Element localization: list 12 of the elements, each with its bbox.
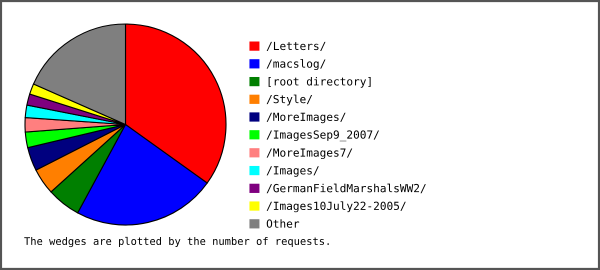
legend-label: /MoreImages/: [266, 112, 346, 124]
legend-label: /Letters/: [266, 42, 326, 51]
legend-label: [root directory]: [268, 76, 371, 88]
legend-label: /Images10July22-2005/: [266, 201, 406, 212]
legend-label: /Style/: [266, 94, 312, 106]
legend-label: /ImagesSep9_2007/: [266, 130, 379, 142]
legend-label: /macslog/: [266, 59, 326, 70]
legend-label: /Images/: [266, 166, 319, 177]
legend-label: /GermanFieldMarshalsWW2/: [266, 184, 426, 194]
legend-label: /MoreImages7/: [266, 148, 352, 160]
text: The wedges are plotted by the number of requests.: [24, 236, 329, 248]
legend-label: Other: [266, 219, 300, 228]
